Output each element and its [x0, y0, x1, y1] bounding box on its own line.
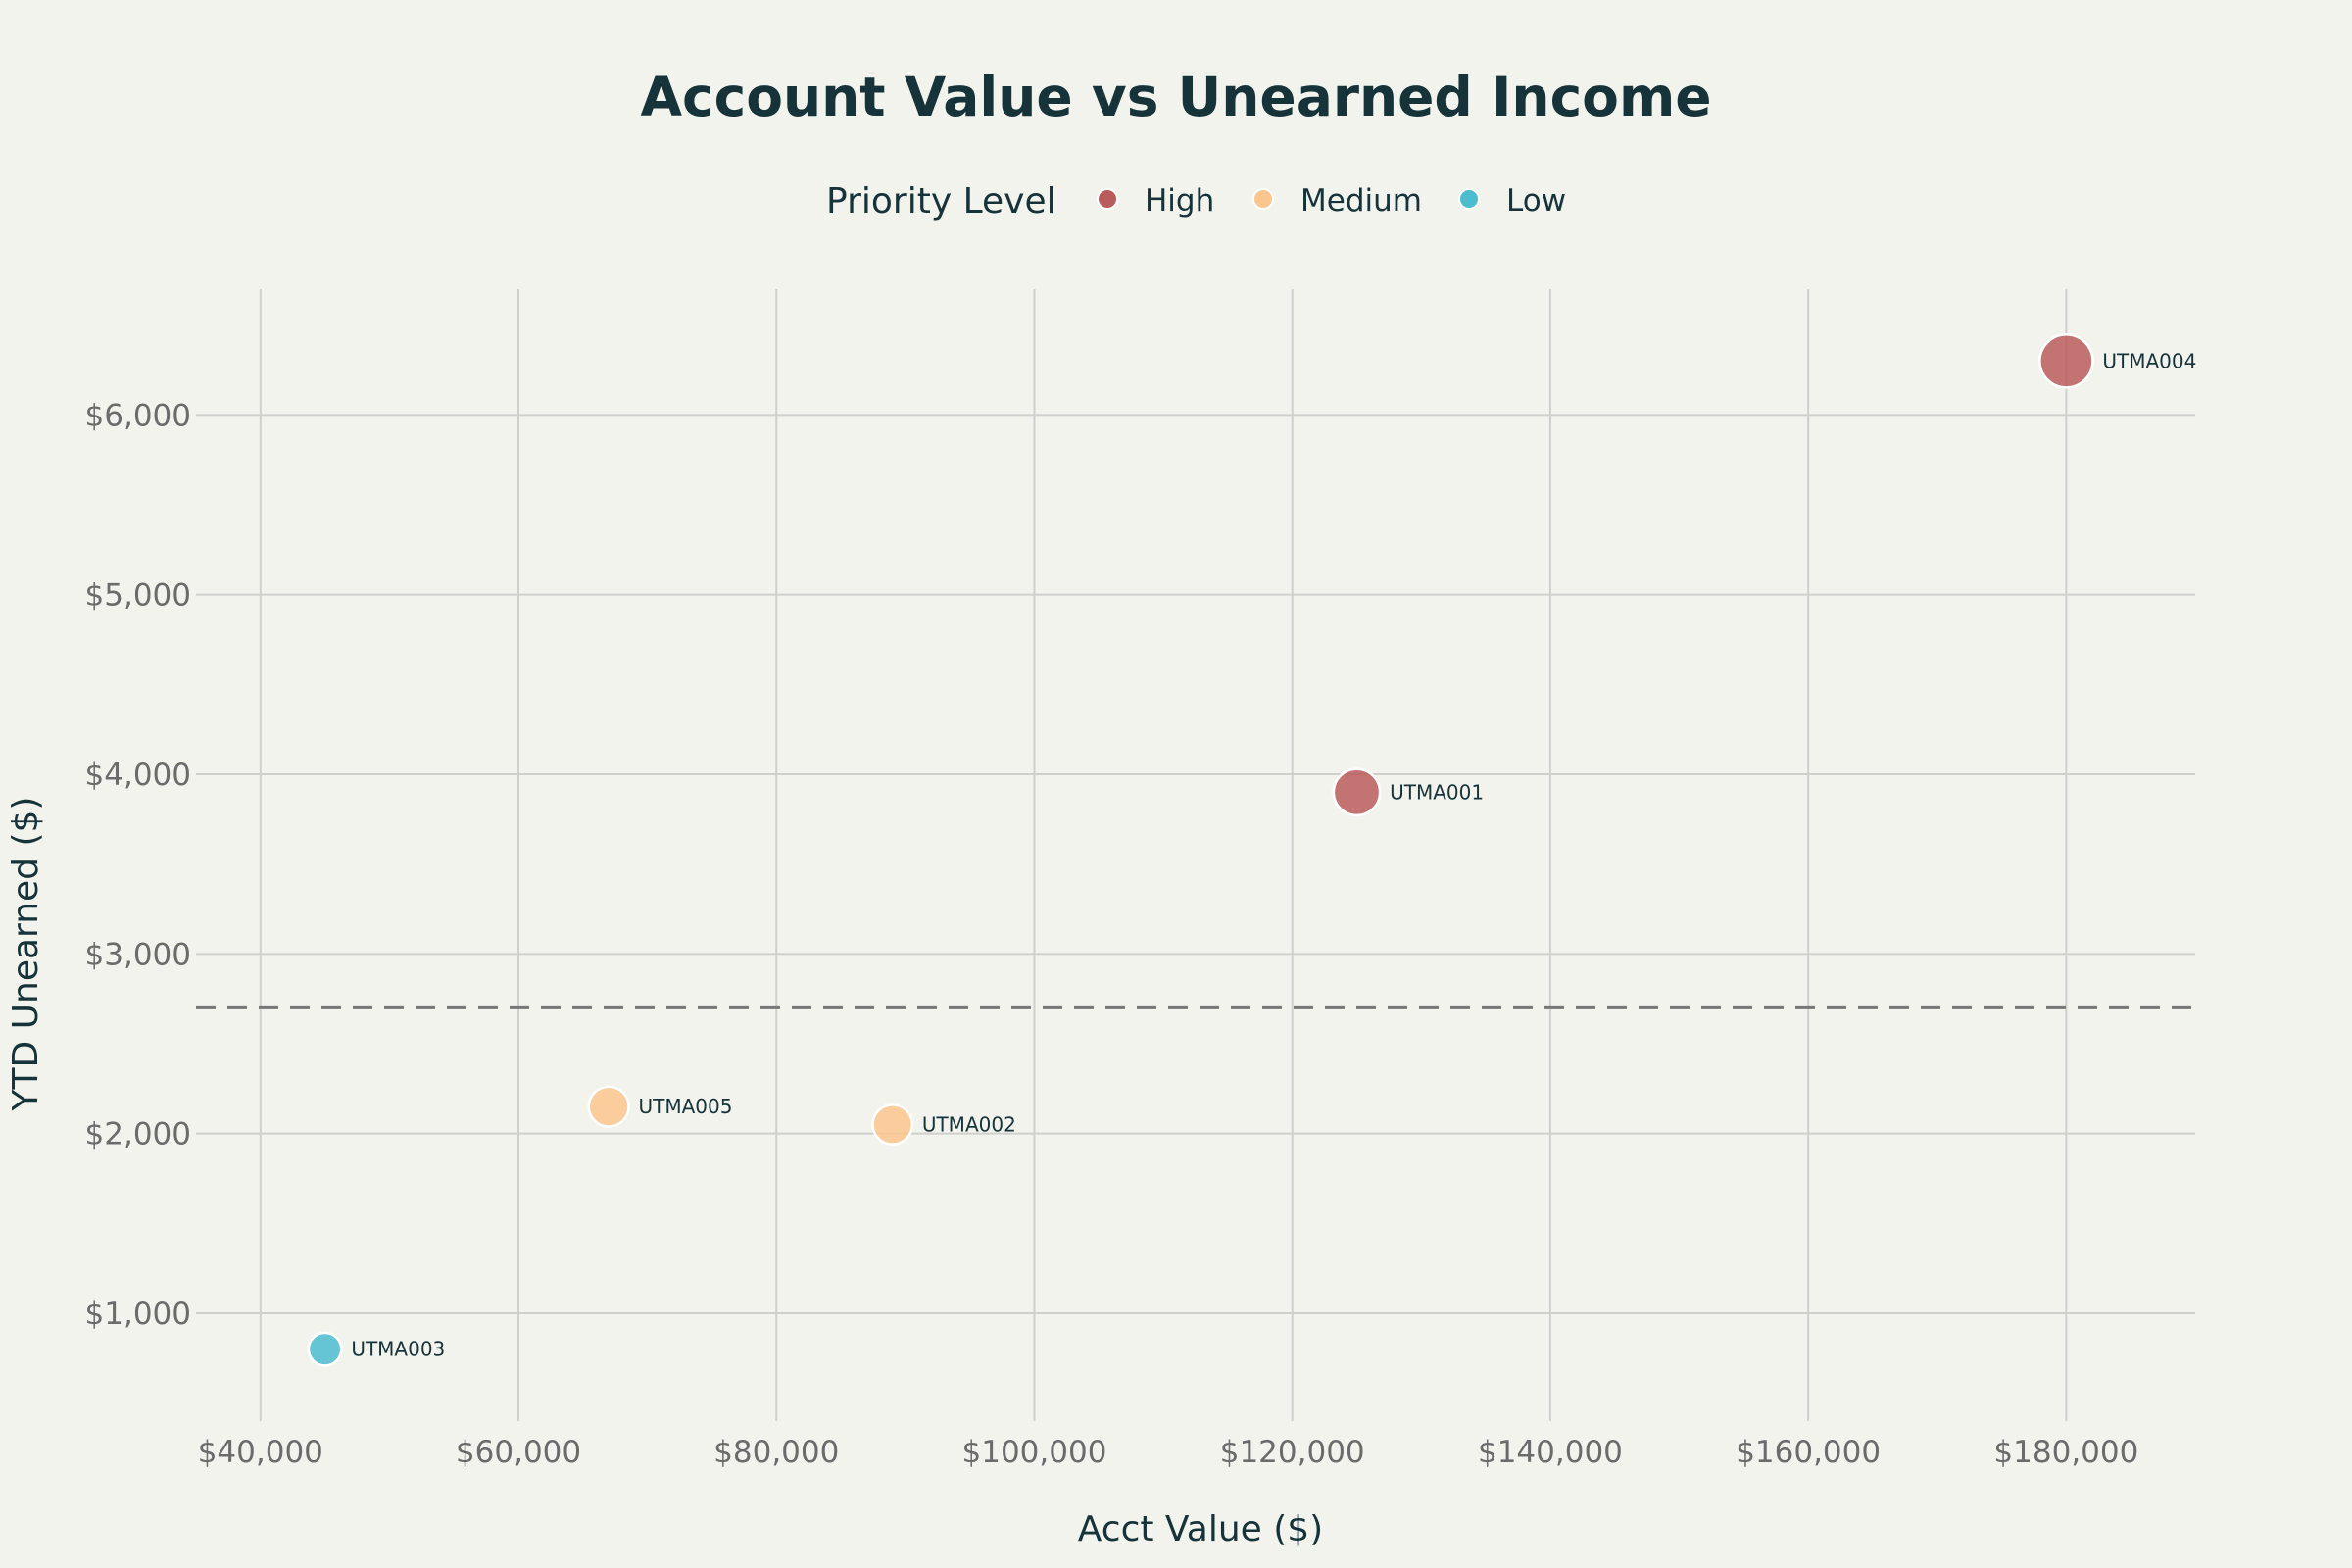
y-tick-label: $3,000: [85, 937, 191, 972]
legend: Priority Level High Medium Low: [826, 181, 1566, 221]
gridlines: [196, 289, 2195, 1421]
x-tick-label: $80,000: [713, 1435, 839, 1470]
x-axis-ticks: $40,000 $60,000 $80,000 $100,000 $120,000 $14…: [198, 1435, 2139, 1470]
x-tick-label: $120,000: [1220, 1435, 1365, 1470]
legend-marker-high: [1097, 188, 1118, 210]
data-point-utma002[interactable]: [871, 1103, 914, 1146]
data-point-utma003[interactable]: [307, 1331, 343, 1367]
y-tick-label: $5,000: [85, 578, 191, 613]
x-tick-label: $100,000: [962, 1435, 1107, 1470]
y-axis-ticks: $1,000 $2,000 $3,000 $4,000 $5,000 $6,000: [85, 398, 191, 1332]
point-label: UTMA003: [351, 1338, 445, 1361]
legend-label-high: High: [1145, 183, 1214, 219]
x-tick-label: $60,000: [456, 1435, 581, 1470]
point-label: UTMA001: [1390, 780, 1484, 804]
point-label: UTMA004: [2102, 349, 2196, 372]
x-axis-title: Acct Value ($): [1078, 1509, 1323, 1549]
y-tick-label: $1,000: [85, 1297, 191, 1332]
legend-label-low: Low: [1506, 183, 1566, 219]
chart-title: Account Value vs Unearned Income: [640, 66, 1711, 128]
data-point-utma004[interactable]: [2038, 333, 2094, 389]
point-label: UTMA005: [639, 1095, 733, 1118]
y-axis-title: YTD Unearned ($): [6, 797, 46, 1112]
data-point-utma001[interactable]: [1332, 767, 1382, 817]
legend-label-medium: Medium: [1300, 183, 1422, 219]
y-tick-label: $2,000: [85, 1117, 191, 1152]
x-tick-label: $40,000: [198, 1435, 323, 1470]
x-tick-label: $160,000: [1736, 1435, 1881, 1470]
x-tick-label: $140,000: [1478, 1435, 1623, 1470]
legend-marker-low: [1458, 188, 1480, 210]
point-label: UTMA002: [922, 1113, 1016, 1137]
y-tick-label: $6,000: [85, 398, 191, 433]
data-point-utma005[interactable]: [587, 1085, 630, 1128]
y-tick-label: $4,000: [85, 758, 191, 793]
x-tick-label: $180,000: [1993, 1435, 2138, 1470]
legend-marker-medium: [1252, 188, 1274, 210]
legend-title: Priority Level: [826, 181, 1056, 221]
data-points: UTMA001 UTMA004 UTMA005 UTMA002 UTMA003: [307, 333, 2196, 1367]
